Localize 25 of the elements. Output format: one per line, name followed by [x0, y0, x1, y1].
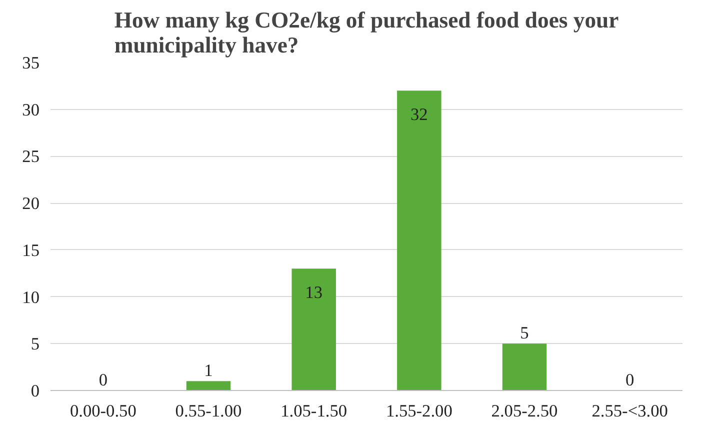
bar	[397, 90, 442, 390]
bar	[292, 268, 336, 390]
bar	[502, 344, 547, 390]
data-label: 5	[520, 324, 529, 343]
data-label: 1	[204, 361, 213, 380]
y-tick-label: 25	[22, 147, 40, 166]
x-tick-label: 1.05-1.50	[280, 402, 348, 420]
x-tick-label: 0.55-1.00	[175, 402, 242, 420]
y-tick-label: 30	[22, 100, 40, 120]
chart-title: How many kg CO2e/kg of purchased food does your municipality have?	[114, 8, 619, 58]
y-tick-label: 20	[22, 194, 40, 214]
y-tick-label: 35	[22, 54, 40, 72]
data-label: 0	[98, 370, 108, 390]
data-label: 0	[626, 370, 634, 390]
x-tick-label: 2.05-2.50	[491, 402, 558, 420]
data-label: 32	[410, 105, 428, 124]
y-tick-label: 15	[22, 240, 40, 260]
x-tick-label: 2.55-<3.00	[592, 402, 668, 420]
x-tick-label: 0.00-0.50	[70, 402, 136, 420]
bar	[186, 381, 231, 390]
y-tick-label: 5	[30, 334, 40, 354]
x-tick-label: 1.55-2.00	[386, 402, 452, 420]
y-tick-label: 0	[30, 382, 40, 400]
data-label: 13	[305, 283, 322, 302]
y-tick-label: 10	[22, 288, 40, 307]
